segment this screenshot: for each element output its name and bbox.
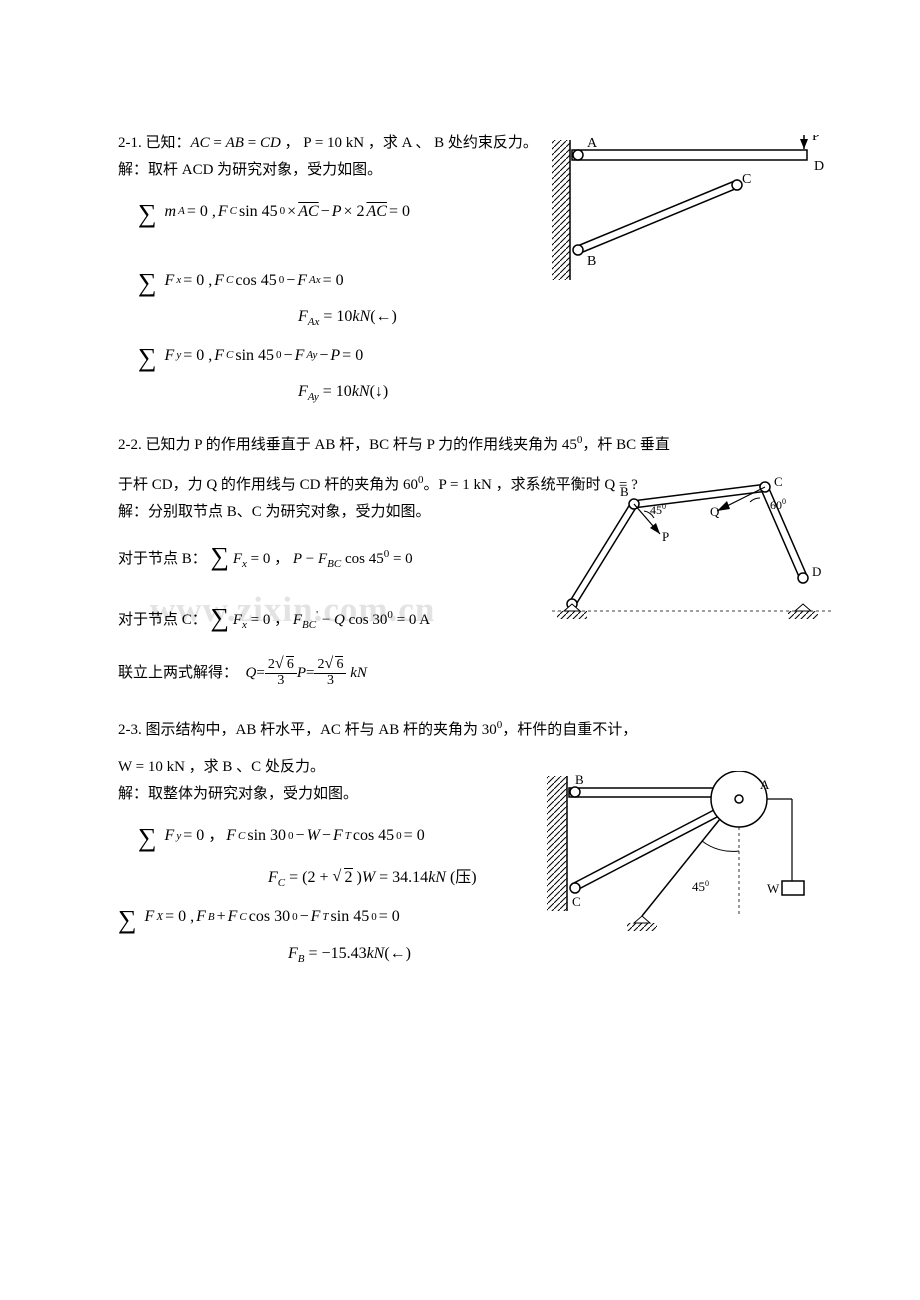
label-W: W bbox=[767, 881, 780, 896]
label-B2: B bbox=[620, 484, 629, 499]
label-P2: P bbox=[662, 529, 669, 544]
join-line: 联立上两式解得： Q = 263 P = 263 kN bbox=[118, 658, 802, 688]
prompt-2-3a: 2-3. 图示结构中，AB 杆水平，AC 杆与 AB 杆的夹角为 300，杆件的… bbox=[118, 716, 802, 744]
diagram-2-2-svg: B C D 450 600 P Q bbox=[542, 476, 842, 636]
eq-2-3-fb: FB = −15.43kN(←) bbox=[288, 945, 802, 965]
problem-2-2: 2-2. 已知力 P 的作用线垂直于 AB 杆，BC 杆与 P 力的作用线夹角为… bbox=[118, 431, 802, 688]
label-B3: B bbox=[575, 772, 584, 787]
label-Q: Q bbox=[710, 504, 720, 519]
problem-2-3: 2-3. 图示结构中，AB 杆水平，AC 杆与 AB 杆的夹角为 300，杆件的… bbox=[118, 716, 802, 964]
label-A: A bbox=[587, 136, 598, 151]
label-C: C bbox=[742, 172, 751, 187]
problem-2-1: 2-1. 已知：AC = AB = CD ， P = 10 kN ，求 A 、 … bbox=[118, 130, 802, 403]
angle-60: 600 bbox=[770, 497, 786, 512]
page-content: 2-1. 已知：AC = AB = CD ， P = 10 kN ，求 A 、 … bbox=[0, 0, 920, 1033]
label-D: D bbox=[814, 159, 824, 174]
eq-2-1-fy: ∑ Fy = 0 , FC sin 450 − FAy − P = 0 bbox=[138, 336, 802, 375]
label-C2: C bbox=[774, 476, 783, 489]
label-C3: C bbox=[572, 894, 581, 909]
angle-45: 450 bbox=[650, 502, 666, 517]
angle-45b: 450 bbox=[692, 879, 709, 894]
label-A3: A bbox=[760, 777, 770, 792]
eq-2-1-fay: FAy = 10kN(↓) bbox=[298, 383, 802, 403]
label-P: P bbox=[812, 135, 820, 144]
diagram-2-3-svg: B A C 450 W bbox=[542, 771, 832, 946]
diagram-2-1-svg: A B C D P bbox=[542, 135, 832, 295]
prompt-2-2a: 2-2. 已知力 P 的作用线垂直于 AB 杆，BC 杆与 P 力的作用线夹角为… bbox=[118, 431, 802, 459]
diagram-2-1: A B C D P bbox=[542, 135, 832, 295]
diagram-2-3: B A C 450 W bbox=[542, 771, 832, 946]
eq-2-1-fax: FAx = 10kN(←) bbox=[298, 308, 802, 328]
diagram-2-2: B C D 450 600 P Q bbox=[542, 476, 842, 636]
label-D2: D bbox=[812, 564, 821, 579]
label-B: B bbox=[587, 254, 596, 269]
